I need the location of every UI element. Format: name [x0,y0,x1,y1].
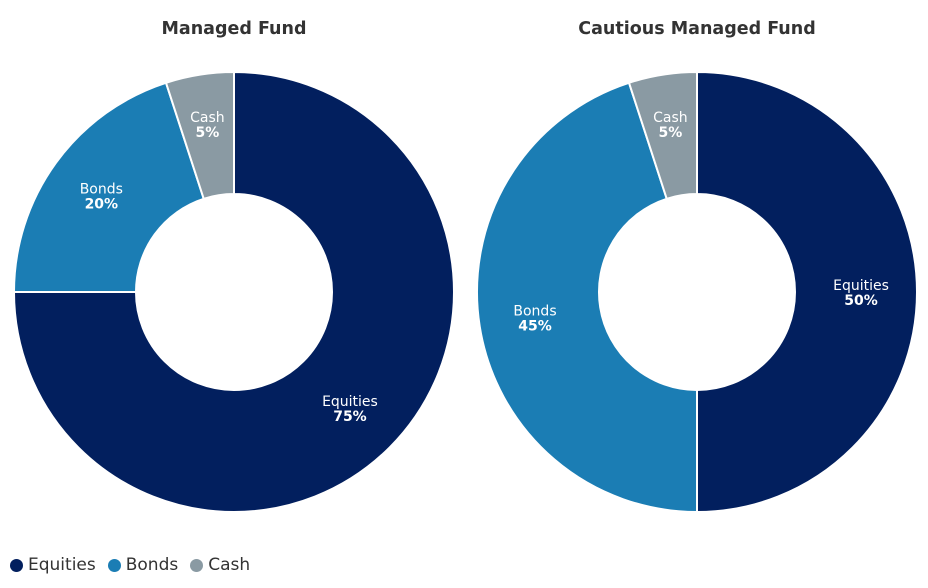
slice-value-bonds-0: 20% [85,197,119,213]
legend: Equities Bonds Cash [10,552,262,578]
chart-title-cautious-managed-fund: Cautious Managed Fund [578,19,816,39]
slice-label-equities-1: Equities [833,278,889,294]
slice-label-bonds-1: Bonds [513,304,556,320]
legend-bonds-label: Bonds [125,555,179,575]
slice-label-bonds-0: Bonds [80,182,123,198]
chart-title-managed-fund: Managed Fund [161,19,306,39]
slice-bonds-1[interactable] [476,81,698,514]
slice-value-cash-1: 5% [659,125,683,141]
legend-item-cash[interactable]: Cash [190,555,250,575]
legend-equities-label: Equities [28,555,96,575]
legend-equities-marker [10,558,23,572]
slice-equities-0[interactable] [12,70,455,513]
legend-bonds-marker [107,558,121,572]
slice-label-equities-0: Equities [322,394,378,410]
slice-value-bonds-1: 45% [518,319,552,335]
slice-cash-1[interactable] [627,70,698,201]
legend-cash-label: Cash [208,555,251,575]
legend-item-equities[interactable]: Equities [10,555,96,575]
slice-label-cash-1: Cash [653,110,688,126]
slice-value-equities-1: 50% [844,293,878,309]
legend-item-bonds[interactable]: Bonds [107,555,179,575]
slice-value-equities-0: 75% [333,409,367,425]
slice-bonds-0[interactable] [12,81,205,293]
slice-label-cash-0: Cash [190,110,225,126]
slice-equities-1[interactable] [696,70,918,514]
slice-cash-0[interactable] [164,70,235,201]
slice-value-cash-0: 5% [196,125,220,141]
legend-cash-marker [190,558,204,572]
